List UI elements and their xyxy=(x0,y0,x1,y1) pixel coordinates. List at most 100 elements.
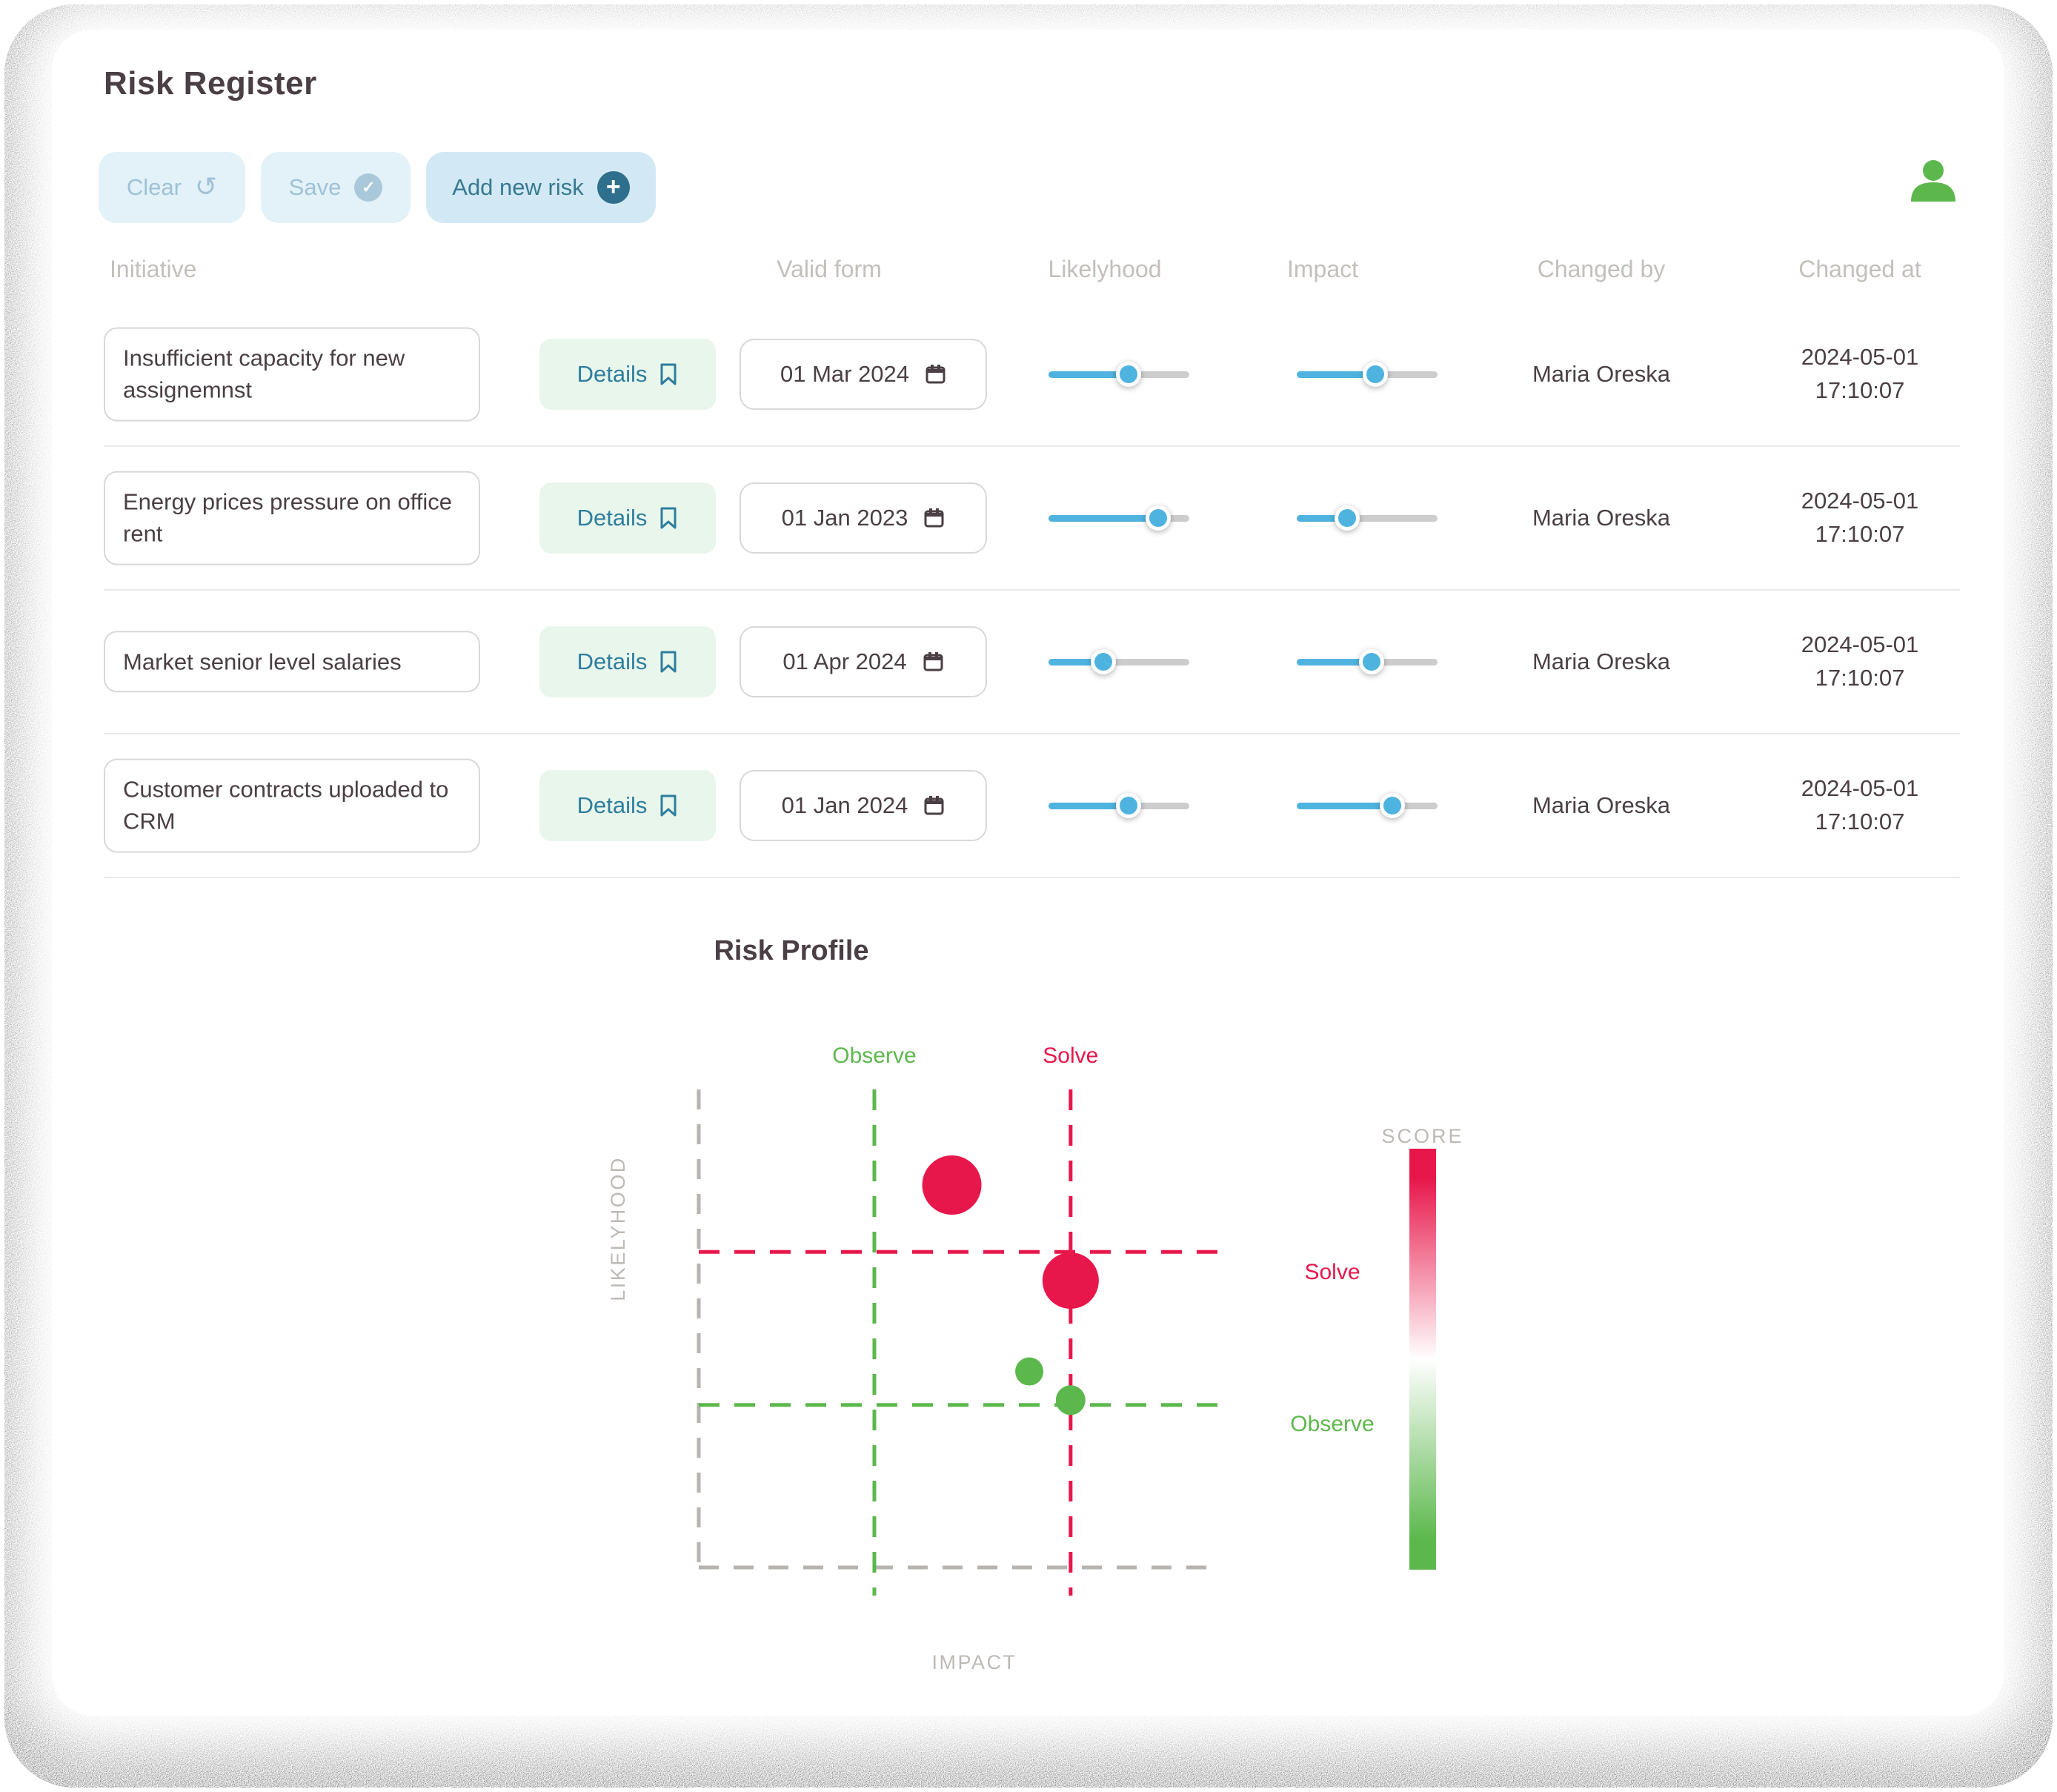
legend-solve-label: Solve xyxy=(1304,1260,1360,1284)
column-header-impact: Impact xyxy=(1286,256,1359,282)
page-title: Risk Register xyxy=(104,65,317,102)
likelyhood-slider[interactable] xyxy=(1049,505,1189,531)
table-header-row: Initiative Valid form Likelyhood Impact … xyxy=(104,256,1960,293)
details-button[interactable]: Details xyxy=(539,482,716,554)
clear-button-label: Clear xyxy=(126,174,182,200)
details-button[interactable]: Details xyxy=(539,339,716,410)
bookmark-icon xyxy=(660,794,677,817)
valid-from-date-value: 01 Jan 2024 xyxy=(781,792,908,818)
impact-slider[interactable] xyxy=(1297,793,1438,818)
changed-by-value: Maria Oreska xyxy=(1532,505,1671,531)
impact-slider[interactable] xyxy=(1297,649,1438,674)
valid-from-date-value: 01 Apr 2024 xyxy=(782,648,907,674)
valid-from-date-value: 01 Mar 2024 xyxy=(780,361,910,387)
y-axis-label: LIKELYHOOD xyxy=(607,1156,629,1301)
details-button-label: Details xyxy=(576,505,648,531)
table-row: Insufficient capacity for new assignemns… xyxy=(104,303,1960,447)
column-header-changed-by: Changed by xyxy=(1537,256,1666,282)
changed-at-value: 2024-05-01 17:10:07 xyxy=(1801,344,1919,403)
column-header-initiative: Initiative xyxy=(110,256,197,282)
details-button-label: Details xyxy=(576,361,648,387)
valid-from-date-value: 01 Jan 2023 xyxy=(781,505,908,531)
details-button[interactable]: Details xyxy=(539,626,716,697)
slider-fill xyxy=(1049,659,1104,666)
slider-thumb[interactable] xyxy=(1146,505,1172,531)
impact-slider[interactable] xyxy=(1297,362,1438,387)
risk-bubble-observe xyxy=(1015,1357,1044,1386)
bookmark-icon xyxy=(660,651,677,673)
risk-table: Insufficient capacity for new assignemns… xyxy=(104,303,1960,878)
table-row: Customer contracts uploaded to CRM Detai… xyxy=(104,734,1960,878)
details-button-label: Details xyxy=(576,648,648,674)
slider-thumb[interactable] xyxy=(1116,362,1142,387)
undo-icon: ↺ xyxy=(194,172,218,202)
observe-threshold-label: Observe xyxy=(832,1043,917,1068)
valid-from-date-field[interactable]: 01 Mar 2024 xyxy=(740,339,987,410)
check-circle-icon: ✓ xyxy=(354,173,383,202)
table-row: Energy prices pressure on office rent De… xyxy=(104,447,1960,591)
slider-fill xyxy=(1297,515,1348,522)
plus-circle-icon: + xyxy=(597,171,630,204)
risk-bubble-solve xyxy=(922,1155,982,1215)
slider-thumb[interactable] xyxy=(1380,793,1406,818)
changed-at-value: 2024-05-01 17:10:07 xyxy=(1801,775,1919,834)
slider-fill xyxy=(1049,515,1159,522)
bookmark-icon xyxy=(660,507,677,529)
score-gradient-bar xyxy=(1409,1149,1436,1570)
slider-thumb[interactable] xyxy=(1091,649,1117,674)
legend-observe-label: Observe xyxy=(1290,1412,1375,1436)
table-row: Market senior level salaries Details 01 … xyxy=(104,591,1960,734)
legend-title: SCORE xyxy=(1381,1125,1464,1147)
details-button-label: Details xyxy=(576,792,648,818)
risk-bubble-solve xyxy=(1042,1252,1099,1309)
slider-fill xyxy=(1049,371,1129,378)
changed-by-value: Maria Oreska xyxy=(1532,361,1671,387)
save-button[interactable]: Save ✓ xyxy=(261,152,411,223)
threshold-lines xyxy=(699,1089,1218,1596)
changed-by-value: Maria Oreska xyxy=(1532,648,1671,674)
valid-from-date-field[interactable]: 01 Apr 2024 xyxy=(740,626,987,697)
initiative-textbox[interactable]: Market senior level salaries xyxy=(104,631,480,693)
slider-fill xyxy=(1297,659,1372,666)
impact-slider[interactable] xyxy=(1297,505,1438,531)
initiative-textbox[interactable]: Energy prices pressure on office rent xyxy=(104,471,480,565)
risk-profile-chart: Observe Solve LIKELYHOOD IMPACT SCORE So… xyxy=(578,1030,1526,1705)
slider-fill xyxy=(1049,803,1129,809)
slider-thumb[interactable] xyxy=(1335,505,1360,531)
slider-thumb[interactable] xyxy=(1358,649,1384,674)
add-new-risk-label: Add new risk xyxy=(452,174,584,200)
x-axis-label: IMPACT xyxy=(931,1651,1017,1673)
slider-fill xyxy=(1297,803,1393,809)
slider-thumb[interactable] xyxy=(1116,793,1142,818)
valid-from-date-field[interactable]: 01 Jan 2023 xyxy=(740,482,987,554)
slider-fill xyxy=(1297,371,1376,378)
calendar-icon xyxy=(924,508,944,528)
clear-button[interactable]: Clear ↺ xyxy=(99,152,245,223)
changed-at-value: 2024-05-01 17:10:07 xyxy=(1801,488,1919,547)
likelyhood-slider[interactable] xyxy=(1049,362,1189,387)
main-card xyxy=(52,30,2004,1716)
risk-bubble-observe xyxy=(1055,1385,1086,1416)
details-button[interactable]: Details xyxy=(539,770,716,841)
solve-threshold-label: Solve xyxy=(1043,1043,1099,1068)
calendar-icon xyxy=(926,365,946,384)
initiative-textbox[interactable]: Insufficient capacity for new assignemns… xyxy=(104,327,480,422)
slider-thumb[interactable] xyxy=(1363,362,1389,387)
add-new-risk-button[interactable]: Add new risk + xyxy=(426,152,656,223)
initiative-textbox[interactable]: Customer contracts uploaded to CRM xyxy=(104,758,480,853)
likelyhood-slider[interactable] xyxy=(1049,793,1189,818)
bookmark-icon xyxy=(660,363,677,385)
calendar-icon xyxy=(924,796,944,815)
changed-by-value: Maria Oreska xyxy=(1532,792,1671,818)
column-header-valid-form: Valid form xyxy=(777,256,882,282)
likelyhood-slider[interactable] xyxy=(1049,649,1189,674)
scatter-plot xyxy=(697,1089,1218,1596)
valid-from-date-field[interactable]: 01 Jan 2024 xyxy=(740,770,987,841)
changed-at-value: 2024-05-01 17:10:07 xyxy=(1801,631,1919,691)
risk-bubbles xyxy=(922,1155,1099,1416)
user-avatar-icon[interactable] xyxy=(1907,156,1959,215)
column-header-changed-at: Changed at xyxy=(1798,256,1921,282)
chart-title: Risk Profile xyxy=(714,935,869,966)
column-header-likelyhood: Likelyhood xyxy=(1048,256,1162,282)
